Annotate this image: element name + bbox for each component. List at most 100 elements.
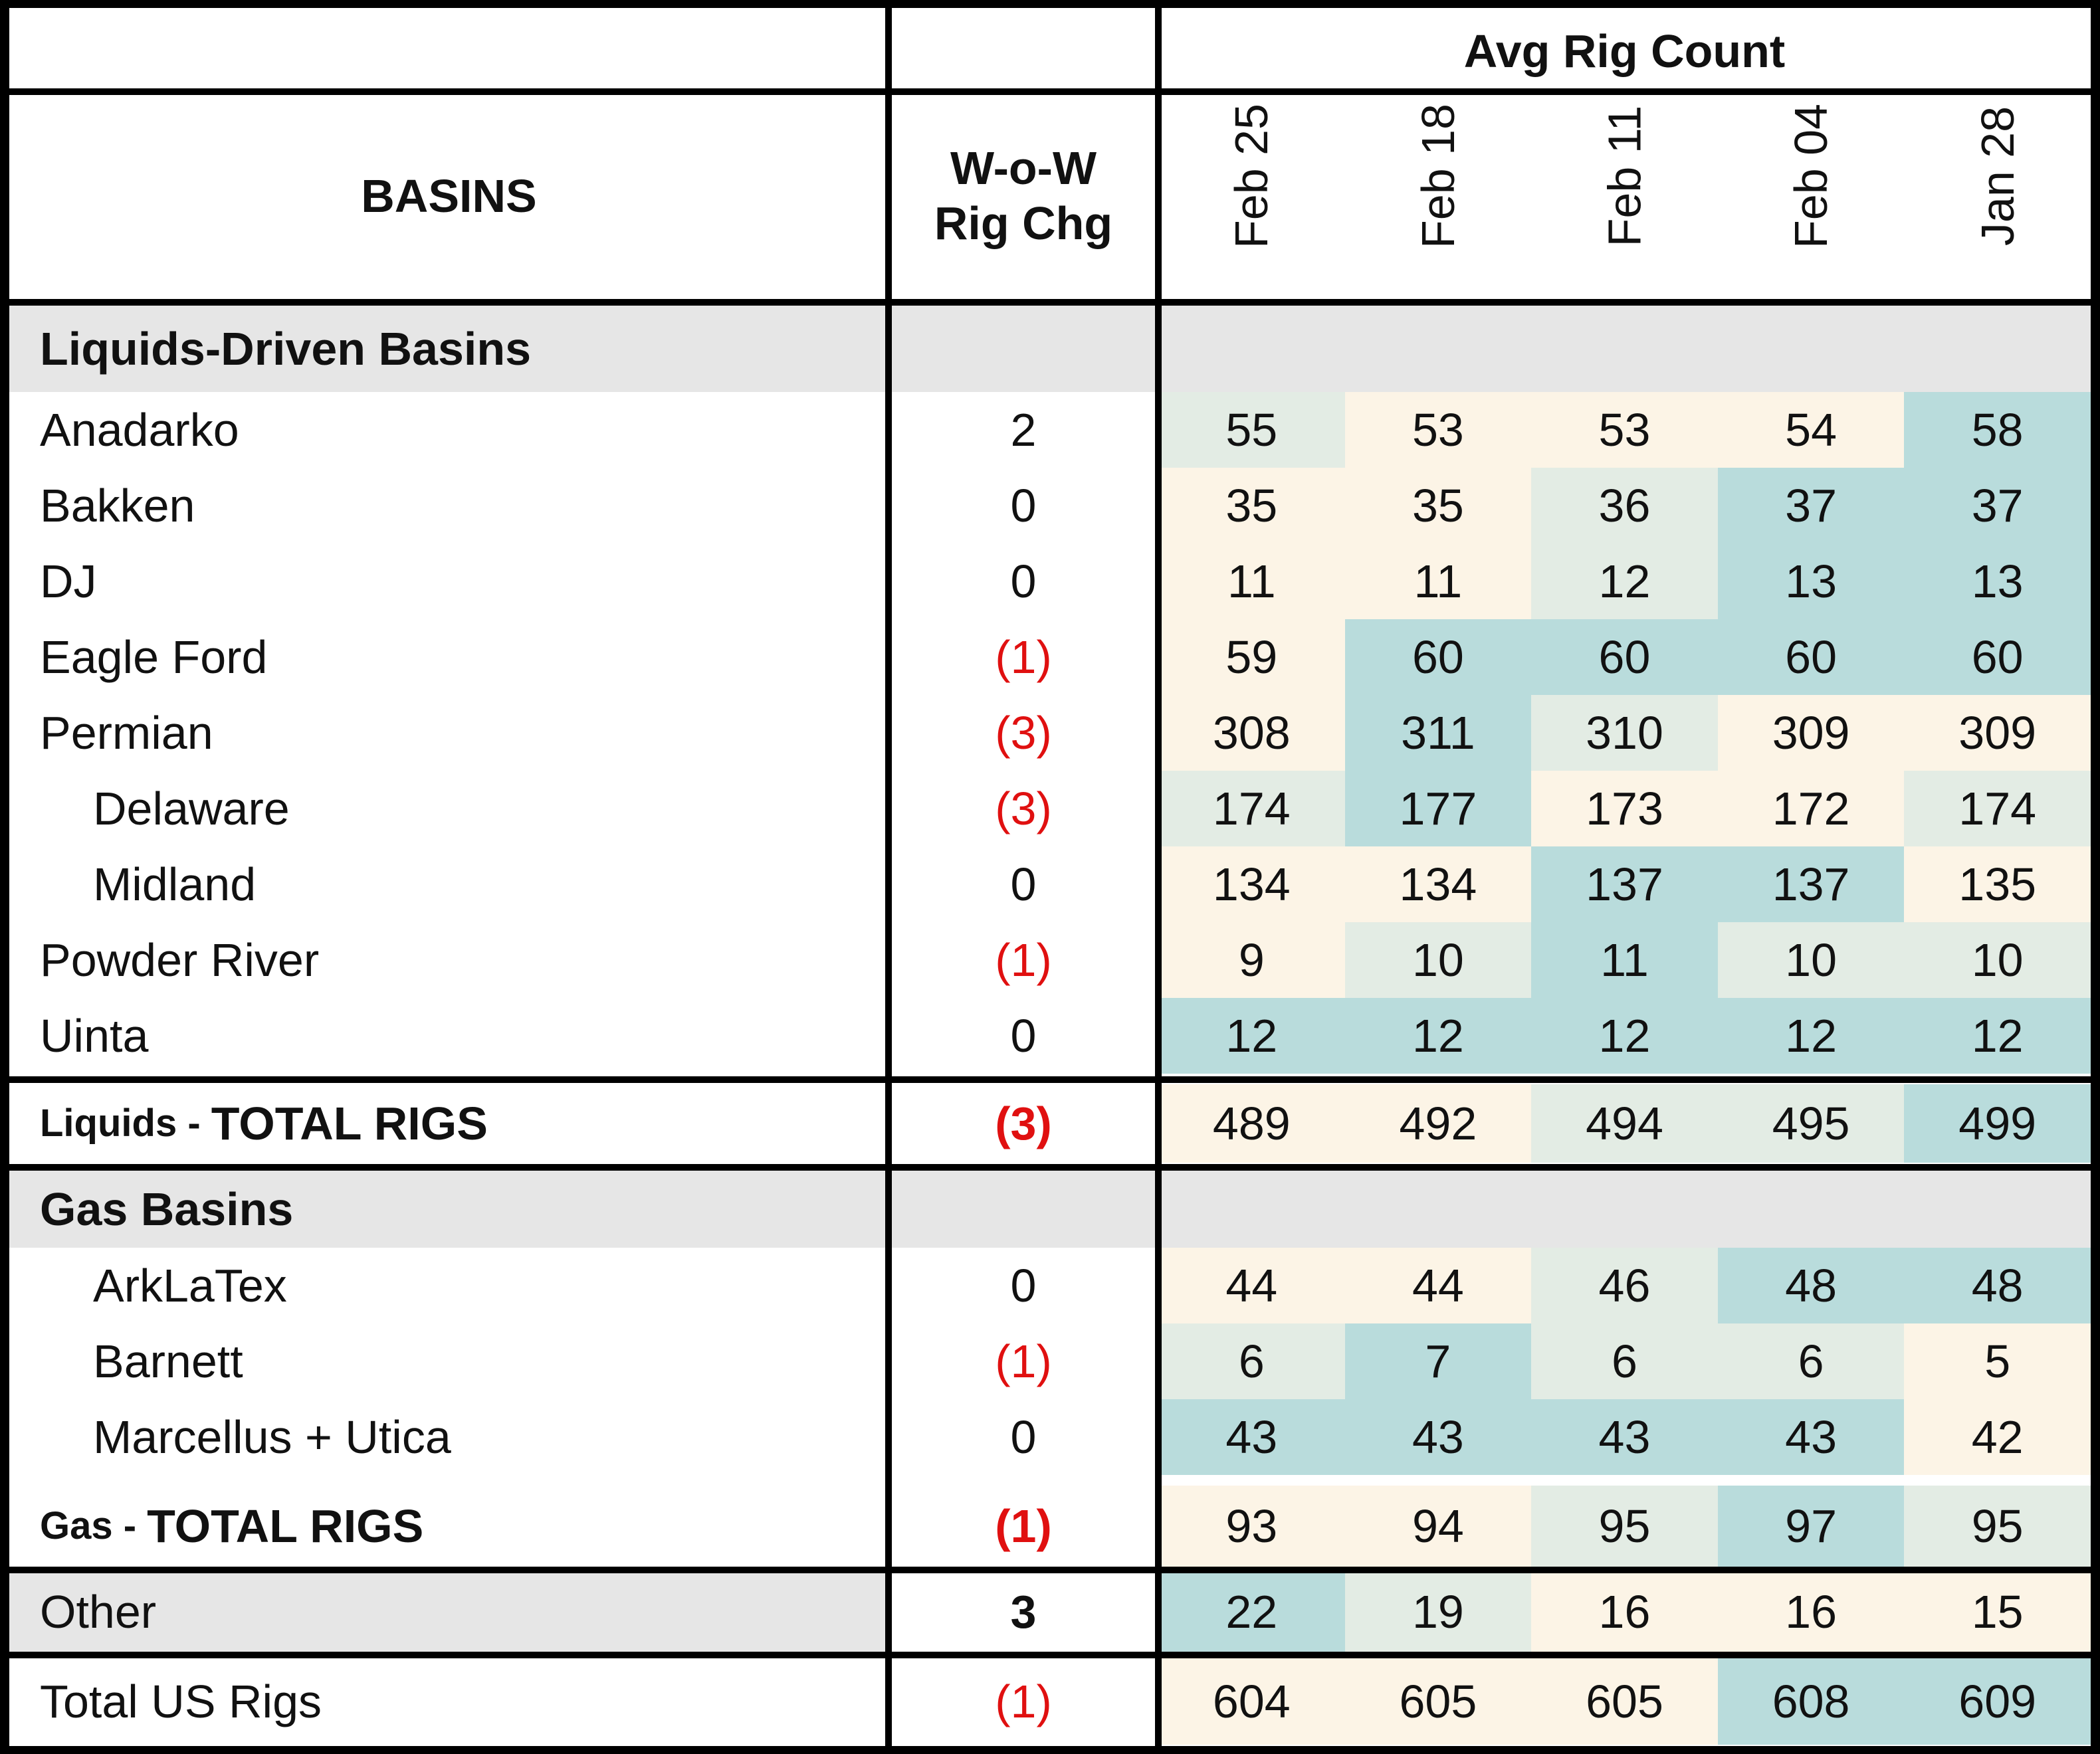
other-value-2: 16 <box>1531 1572 1718 1652</box>
wow-header-line2: Rig Chg <box>934 197 1113 249</box>
row-0-7-name: Powder River <box>40 934 320 986</box>
date-header-4: Jan 28 <box>1904 93 2091 299</box>
row-0-1-name: Bakken <box>40 480 195 532</box>
row-1-1-value-4: 5 <box>1904 1323 2091 1399</box>
total-1-value-2: 95 <box>1531 1486 1718 1567</box>
other-value-0: 22 <box>1158 1572 1345 1652</box>
date-label: Jan 28 <box>1971 106 2024 246</box>
grid-line <box>0 0 9 1754</box>
row-0-7-value-4: 10 <box>1904 922 2091 998</box>
grid-line <box>0 88 2100 95</box>
row-0-3-chg: (1) <box>995 631 1052 683</box>
row-1-2-name: Marcellus + Utica <box>93 1411 451 1463</box>
total-1-value-3: 97 <box>1717 1486 1905 1567</box>
row-1-0-chg: 0 <box>1010 1260 1037 1312</box>
row-0-8-value-3: 12 <box>1717 998 1905 1074</box>
date-label: Feb 25 <box>1225 104 1278 248</box>
row-0-8-value-4: 12 <box>1904 998 2091 1074</box>
wow-header: W-o-W Rig Chg <box>889 93 1158 299</box>
row-0-0-value-0: 55 <box>1158 392 1345 468</box>
total-0-label: Liquids - TOTAL RIGS <box>9 1084 889 1163</box>
row-1-0-value-2: 46 <box>1531 1248 1718 1323</box>
total-prefix: Gas - <box>40 1504 148 1547</box>
row-0-7-value-2: 11 <box>1531 922 1718 998</box>
section-title-1: Gas Basins <box>40 1183 294 1235</box>
date-header-1: Feb 18 <box>1345 93 1532 299</box>
row-0-0-value-1: 53 <box>1344 392 1532 468</box>
row-0-1-value-0: 35 <box>1158 468 1345 543</box>
row-0-5-value-2: 173 <box>1531 771 1718 846</box>
row-1-1-name: Barnett <box>93 1335 243 1387</box>
row-0-5-value-4: 174 <box>1904 771 2091 846</box>
row-0-1-value-1: 35 <box>1344 468 1532 543</box>
row-1-0-value-3: 48 <box>1717 1248 1905 1323</box>
grand-total-name: Total US Rigs <box>40 1676 322 1727</box>
section-bg-0 <box>9 306 2091 392</box>
other-chg: 3 <box>1010 1586 1037 1638</box>
row-0-8-value-2: 12 <box>1531 998 1718 1074</box>
total-1-chg: (1) <box>995 1500 1052 1552</box>
row-1-2-chg: 0 <box>1010 1411 1037 1463</box>
total-label: TOTAL RIGS <box>147 1500 424 1552</box>
total-0-value-0: 489 <box>1158 1084 1345 1163</box>
row-0-4-name: Permian <box>40 707 213 759</box>
total-0-value-4: 499 <box>1904 1084 2091 1163</box>
total-1-value-4: 95 <box>1904 1486 2091 1567</box>
row-0-5-chg: (3) <box>995 783 1052 834</box>
row-0-4-value-1: 311 <box>1344 695 1532 771</box>
total-1-value-0: 93 <box>1158 1486 1345 1567</box>
row-0-5-value-1: 177 <box>1344 771 1532 846</box>
row-0-1-value-3: 37 <box>1717 468 1905 543</box>
row-0-3-value-4: 60 <box>1904 619 2091 695</box>
row-0-1-value-2: 36 <box>1531 468 1718 543</box>
row-0-5-value-3: 172 <box>1717 771 1905 846</box>
row-0-6-value-3: 137 <box>1717 846 1905 922</box>
total-0-value-1: 492 <box>1344 1084 1532 1163</box>
grid-line <box>0 1567 2100 1573</box>
row-0-4-chg: (3) <box>995 707 1052 759</box>
date-label: Feb 11 <box>1598 105 1651 247</box>
other-value-1: 19 <box>1344 1572 1532 1652</box>
avg-rig-count-header: Avg Rig Count <box>1463 25 1786 77</box>
grid-line <box>0 299 2100 306</box>
row-0-3-value-2: 60 <box>1531 619 1718 695</box>
section-bg-1 <box>9 1171 2091 1248</box>
row-0-0-name: Anadarko <box>40 404 239 456</box>
row-1-0-name: ArkLaTex <box>93 1260 287 1312</box>
row-0-8-name: Uinta <box>40 1010 149 1062</box>
grand-total-value-0: 604 <box>1158 1658 1345 1745</box>
row-0-2-value-0: 11 <box>1158 543 1345 619</box>
row-1-1-value-1: 7 <box>1344 1323 1532 1399</box>
grid-line <box>2091 0 2100 1754</box>
row-0-4-value-2: 310 <box>1531 695 1718 771</box>
other-value-3: 16 <box>1717 1572 1905 1652</box>
grand-total-value-2: 605 <box>1531 1658 1718 1745</box>
row-1-2-value-0: 43 <box>1158 1399 1345 1475</box>
row-0-2-chg: 0 <box>1010 555 1037 607</box>
other-name: Other <box>40 1586 157 1638</box>
row-0-0-chg: 2 <box>1010 404 1037 456</box>
row-0-3-value-3: 60 <box>1717 619 1905 695</box>
row-0-7-value-3: 10 <box>1717 922 1905 998</box>
grand-total-value-1: 605 <box>1344 1658 1532 1745</box>
row-0-2-value-3: 13 <box>1717 543 1905 619</box>
row-1-2-value-1: 43 <box>1344 1399 1532 1475</box>
total-0-value-2: 494 <box>1531 1084 1718 1163</box>
row-1-0-value-4: 48 <box>1904 1248 2091 1323</box>
row-0-7-chg: (1) <box>995 934 1052 986</box>
row-0-3-name: Eagle Ford <box>40 631 268 683</box>
row-1-2-value-2: 43 <box>1531 1399 1718 1475</box>
total-0-chg: (3) <box>995 1098 1052 1149</box>
row-0-6-chg: 0 <box>1010 858 1037 910</box>
row-1-2-value-3: 43 <box>1717 1399 1905 1475</box>
row-0-3-value-0: 59 <box>1158 619 1345 695</box>
row-0-6-value-2: 137 <box>1531 846 1718 922</box>
row-0-6-value-4: 135 <box>1904 846 2091 922</box>
row-0-6-value-1: 134 <box>1344 846 1532 922</box>
grid-line <box>1155 0 1162 1754</box>
grand-total-value-3: 608 <box>1717 1658 1905 1745</box>
wow-header-line1: W-o-W <box>950 142 1097 195</box>
total-1-label: Gas - TOTAL RIGS <box>9 1486 889 1567</box>
other-value-4: 15 <box>1904 1572 2091 1652</box>
